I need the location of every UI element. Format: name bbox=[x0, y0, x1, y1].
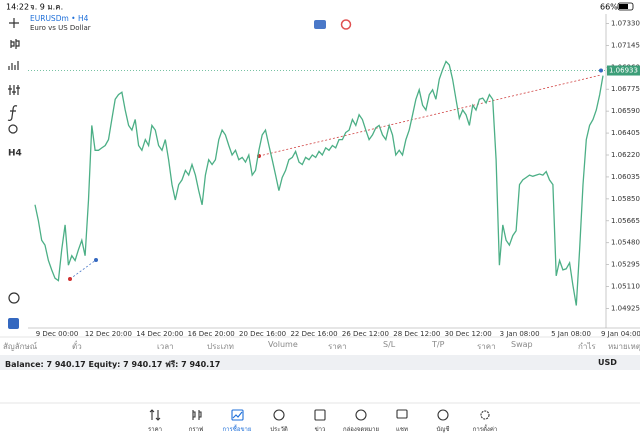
x-tick-label: 20 Dec 16:00 bbox=[239, 330, 286, 338]
nav-label[interactable]: กล่องจดหมาย bbox=[342, 426, 380, 433]
chart-type-tool[interactable] bbox=[10, 39, 20, 49]
table-header: T/P bbox=[432, 340, 445, 349]
x-tick-label: 3 Jan 08:00 bbox=[500, 330, 540, 338]
zoom-tool[interactable] bbox=[8, 292, 20, 304]
objects-tool[interactable] bbox=[8, 124, 18, 134]
table-header: Volume bbox=[268, 340, 298, 349]
x-tick-label: 12 Dec 20:00 bbox=[85, 330, 132, 338]
table-header: ตั๋ว bbox=[72, 342, 82, 351]
y-tick-label: 1.07330 bbox=[611, 19, 640, 27]
one-click-icon[interactable] bbox=[314, 20, 326, 29]
settings-tool[interactable] bbox=[8, 85, 20, 95]
x-tick-label: 9 Jan 04:00 bbox=[601, 330, 640, 338]
table-header: Swap bbox=[511, 340, 533, 349]
table-header: S/L bbox=[383, 340, 396, 349]
nav-icon-line bbox=[232, 411, 243, 419]
x-tick-label: 22 Dec 16:00 bbox=[290, 330, 337, 338]
nav-icon[interactable] bbox=[149, 409, 161, 421]
status-battery: 66% bbox=[600, 3, 618, 12]
nav-icon[interactable] bbox=[192, 410, 202, 420]
y-tick-label: 1.05850 bbox=[611, 195, 640, 203]
nav-label[interactable]: การตั้งค่า bbox=[472, 426, 498, 433]
toolbar bbox=[7, 18, 20, 304]
nav-icon[interactable] bbox=[437, 409, 449, 421]
status-date: จ. 9 ม.ค. bbox=[30, 3, 63, 12]
x-tick-label: 26 Dec 12:00 bbox=[342, 330, 389, 338]
nav-label[interactable]: ข่าว bbox=[314, 426, 326, 433]
x-tick-label: 14 Dec 20:00 bbox=[136, 330, 183, 338]
current-price-label: 1.06933 bbox=[609, 67, 638, 75]
y-tick-label: 1.05110 bbox=[611, 283, 640, 291]
table-header: ประเภท bbox=[207, 342, 234, 351]
trade-line bbox=[69, 259, 97, 280]
nav-label[interactable]: ราคา bbox=[148, 426, 162, 433]
nav-label[interactable]: ประวัติ bbox=[270, 426, 288, 433]
battery-level bbox=[619, 4, 628, 9]
indicator-icon[interactable] bbox=[340, 19, 352, 30]
nav-icon[interactable] bbox=[355, 409, 367, 421]
indicators-tool[interactable] bbox=[8, 61, 19, 70]
x-tick-label: 16 Dec 20:00 bbox=[188, 330, 235, 338]
battery-icon bbox=[617, 2, 634, 11]
symbol-name[interactable]: EURUSDm • H4 bbox=[30, 14, 89, 23]
y-tick-label: 1.04925 bbox=[611, 304, 640, 312]
x-tick-label: 5 Jan 08:00 bbox=[551, 330, 591, 338]
y-tick-label: 1.05665 bbox=[611, 217, 640, 225]
x-tick-label: 30 Dec 12:00 bbox=[445, 330, 492, 338]
nav-icon[interactable] bbox=[231, 409, 244, 421]
table-header: หมายเหตุ bbox=[608, 342, 640, 351]
status-time: 14:22 bbox=[6, 3, 29, 12]
y-tick-label: 1.06775 bbox=[611, 85, 640, 93]
app-icon[interactable] bbox=[8, 318, 19, 329]
y-tick-label: 1.06035 bbox=[611, 173, 640, 181]
balance-bar: Balance: 7 940.17 Equity: 7 940.17 ฟรี: … bbox=[0, 355, 640, 370]
table-header: ราคา bbox=[477, 342, 496, 351]
y-tick-label: 1.07145 bbox=[611, 41, 640, 49]
trade-marker bbox=[68, 277, 72, 281]
price-line bbox=[34, 60, 604, 306]
y-tick-label: 1.06405 bbox=[611, 129, 640, 137]
y-tick-label: 1.06220 bbox=[611, 151, 640, 159]
table-header: ราคา bbox=[328, 342, 347, 351]
symbol-description: Euro vs US Dollar bbox=[30, 24, 91, 32]
nav-icon[interactable] bbox=[480, 410, 490, 420]
nav-label[interactable]: การซื้อขาย bbox=[222, 426, 252, 433]
y-tick-label: 1.06590 bbox=[611, 107, 640, 115]
crosshair-tool[interactable] bbox=[9, 18, 19, 28]
nav-label[interactable]: บัญชี bbox=[436, 426, 450, 433]
y-tick-label: 1.05480 bbox=[611, 239, 640, 247]
trade-line bbox=[258, 74, 602, 157]
nav-icon[interactable] bbox=[273, 409, 285, 421]
nav-icon[interactable] bbox=[396, 409, 408, 419]
balance-summary: Balance: 7 940.17 Equity: 7 940.17 ฟรี: … bbox=[5, 360, 221, 369]
nav-label[interactable]: กราฟ bbox=[188, 426, 204, 433]
nav-icons bbox=[149, 409, 490, 421]
table-header: เวลา bbox=[157, 342, 174, 351]
table-header: กำไร bbox=[578, 342, 596, 351]
current-price-box bbox=[607, 65, 640, 76]
table-header: สัญลักษณ์ bbox=[3, 342, 38, 351]
x-tick-label: 28 Dec 12:00 bbox=[393, 330, 440, 338]
nav-label[interactable]: แชท bbox=[396, 426, 408, 433]
x-tick-label: 9 Dec 00:00 bbox=[36, 330, 79, 338]
timeframe-button[interactable]: H4 bbox=[8, 149, 22, 159]
nav-icon[interactable] bbox=[314, 409, 326, 421]
trade-marker bbox=[94, 258, 98, 262]
trade-marker bbox=[599, 68, 603, 73]
currency: USD bbox=[598, 358, 617, 367]
function-tool[interactable] bbox=[7, 105, 18, 121]
y-tick-label: 1.05295 bbox=[611, 261, 640, 269]
